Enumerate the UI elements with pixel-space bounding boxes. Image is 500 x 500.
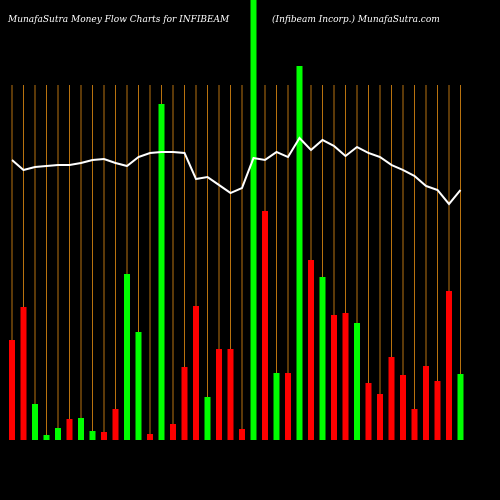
bar [78,418,84,440]
bar [181,367,188,440]
bar [388,357,395,440]
bar [285,373,291,440]
chart-subtitle: (Infibeam Incorp.) MunafaSutra.com [272,14,440,25]
bar [158,104,165,440]
bar [124,274,130,440]
bar [20,307,27,440]
bar [400,375,406,440]
bar [354,323,360,440]
bar [216,349,222,440]
bar [193,306,199,440]
bar [250,0,257,440]
bar [457,374,464,440]
bar [66,419,73,440]
bar [170,424,176,440]
bar [423,366,429,440]
bar [147,434,153,440]
bar [262,211,268,440]
bar [135,332,142,440]
bar [204,397,211,440]
bar [273,373,280,440]
bar [446,291,452,440]
bar [365,383,372,440]
bar [377,394,383,440]
bar [101,432,107,440]
chart-title: MunafaSutra Money Flow Charts for INFIBE… [7,15,230,25]
bar [112,409,119,440]
bar [89,431,96,440]
bar [32,404,38,440]
bar [227,349,234,440]
bar [9,340,15,440]
bar [308,260,314,440]
line [11,136,462,206]
bar [342,313,349,440]
bar [434,381,441,440]
bar [296,66,303,440]
bar [55,428,61,440]
bar [411,409,418,440]
bar [331,315,337,440]
bar [319,277,326,440]
bar [43,435,50,440]
bar [239,429,245,440]
